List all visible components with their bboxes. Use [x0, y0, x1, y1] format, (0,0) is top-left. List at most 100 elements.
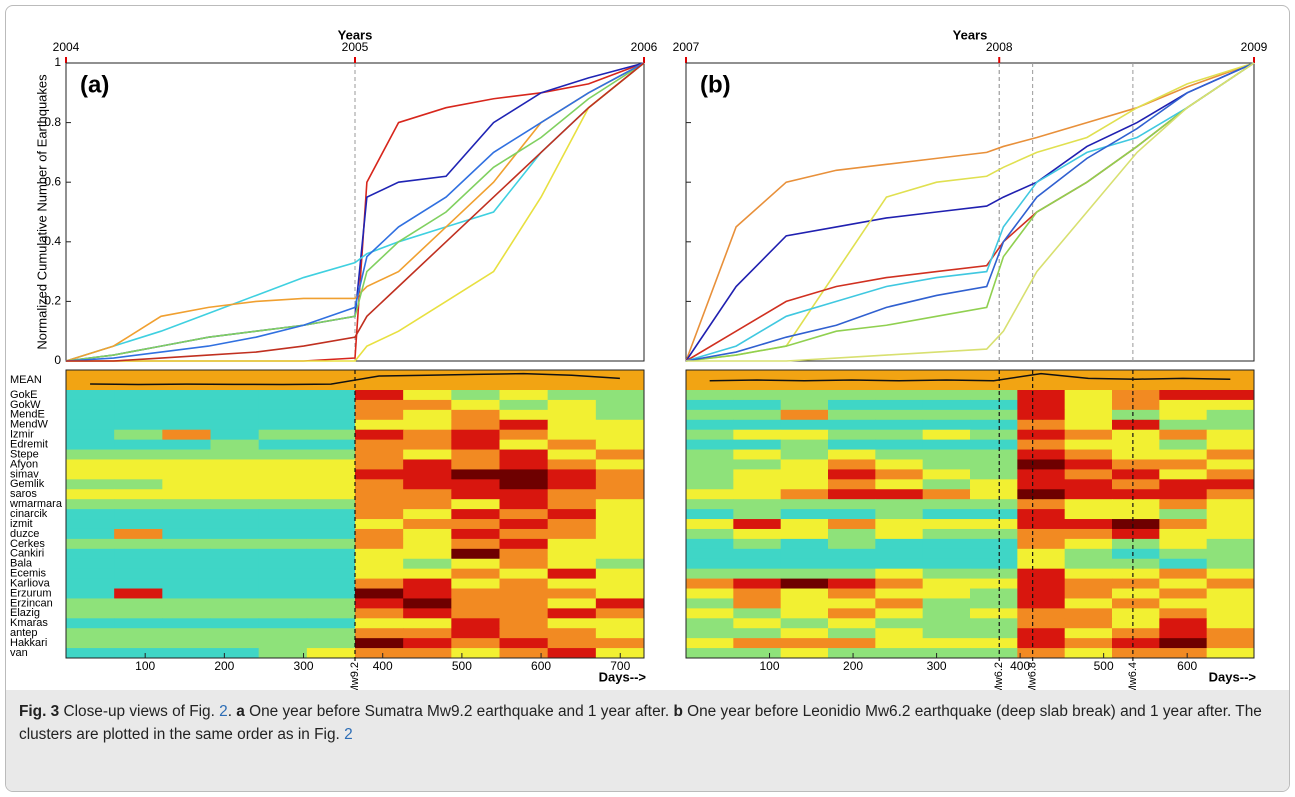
heatmap-cell — [162, 429, 211, 441]
heatmap-cell — [828, 439, 876, 451]
heatmap-cell — [210, 499, 260, 510]
heatmap-cell — [499, 578, 549, 590]
heatmap-cell — [970, 638, 1018, 649]
heatmap-cell — [1064, 499, 1113, 510]
heatmap-cell — [1064, 648, 1113, 659]
heatmap-cell — [1112, 459, 1160, 470]
heatmap-cell — [686, 409, 734, 421]
heatmap-cell — [258, 568, 308, 580]
heatmap-cell — [922, 390, 971, 401]
heatmap-cell — [780, 479, 829, 490]
heatmap-cell — [780, 390, 829, 401]
heatmap-cell — [162, 578, 211, 590]
heatmap-cell — [922, 509, 971, 520]
heatmap-cell — [451, 598, 500, 609]
heatmap-cell — [162, 419, 211, 431]
row-label: van — [10, 647, 28, 659]
heatmap-cell — [1206, 439, 1255, 451]
heatmap-cell — [970, 429, 1018, 441]
heatmap-cell — [499, 439, 549, 451]
heatmap-cell — [547, 528, 597, 540]
heatmap-cell — [1017, 509, 1066, 520]
heatmap-cell — [210, 598, 260, 609]
heatmap-cell — [162, 538, 211, 550]
heatmap-cell — [970, 558, 1018, 570]
heatmap-cell — [1112, 399, 1160, 411]
heatmap-cell — [258, 390, 308, 401]
heatmap-cell — [306, 479, 356, 490]
heatmap-cell — [1064, 459, 1113, 470]
heatmap-cell — [922, 419, 971, 431]
heatmap-cell — [258, 628, 308, 639]
heatmap-cell — [1017, 568, 1066, 580]
row-label: MendE — [10, 409, 45, 421]
heatmap-cell — [970, 399, 1018, 411]
heatmap-cell — [733, 429, 782, 441]
figure-link[interactable]: 2 — [344, 726, 353, 743]
heatmap-cell — [780, 439, 829, 451]
heatmap-cell — [210, 519, 260, 530]
heatmap-cell — [162, 459, 211, 470]
heatmap-cell — [595, 598, 645, 609]
heatmap-cell — [547, 479, 597, 490]
x-tick-label: 700 — [610, 659, 630, 673]
heatmap-cell — [828, 419, 876, 431]
heatmap-cell — [595, 409, 645, 421]
heatmap-cell — [733, 568, 782, 580]
heatmap-cell — [547, 509, 597, 520]
heatmap-cell — [499, 568, 549, 580]
heatmap-cell — [1017, 399, 1066, 411]
heatmap-cell — [499, 399, 549, 411]
heatmap-cell — [258, 588, 308, 599]
heatmap-cell — [210, 588, 260, 599]
heatmap-cell — [66, 409, 115, 421]
heatmap-cell — [780, 509, 829, 520]
heatmap-cell — [66, 528, 115, 540]
heatmap-cell — [922, 489, 971, 500]
heatmap-cell — [403, 548, 452, 560]
heatmap-cell — [595, 568, 645, 580]
heatmap-cell — [499, 489, 549, 500]
x-tick-label: 500 — [1094, 659, 1114, 673]
heatmap-cell — [547, 558, 597, 570]
heatmap-cell — [1017, 628, 1066, 639]
heatmap-cell — [403, 489, 452, 500]
heatmap-cell — [210, 618, 260, 629]
heatmap-cell — [828, 429, 876, 441]
heatmap-cell — [1017, 449, 1066, 460]
heatmap-cell — [499, 638, 549, 649]
heatmap-cell — [1206, 449, 1255, 460]
heatmap-cell — [66, 558, 115, 570]
heatmap-cell — [210, 469, 260, 480]
heatmap-cell — [733, 598, 782, 609]
heatmap-cell — [451, 489, 500, 500]
heatmap-cell — [1112, 499, 1160, 510]
heatmap-cell — [114, 449, 163, 460]
heatmap-cell — [733, 439, 782, 451]
heatmap-cell — [114, 419, 163, 431]
heatmap-cell — [306, 628, 356, 639]
figure-link[interactable]: 2 — [219, 703, 228, 720]
heatmap-cell — [258, 419, 308, 431]
heatmap-cell — [451, 608, 500, 619]
heatmap-cell — [499, 409, 549, 421]
heatmap-cell — [1159, 608, 1208, 619]
heatmap-cell — [970, 439, 1018, 451]
heatmap-cell — [780, 558, 829, 570]
heatmap-cell — [595, 419, 645, 431]
heatmap-cell — [733, 419, 782, 431]
heatmap-cell — [1159, 469, 1208, 480]
heatmap-cell — [162, 588, 211, 599]
heatmap-cell — [547, 568, 597, 580]
heatmap-cell — [162, 598, 211, 609]
heatmap-cell — [1159, 578, 1208, 590]
cumulative-curve — [66, 62, 645, 362]
heatmap-cell — [1206, 538, 1255, 550]
row-label: Bala — [10, 558, 33, 570]
heatmap-cell — [306, 499, 356, 510]
heatmap-cell — [403, 638, 452, 649]
heatmap-cell — [686, 588, 734, 599]
row-label: cinarcik — [10, 508, 48, 520]
heatmap-cell — [162, 638, 211, 649]
heatmap-cell — [733, 638, 782, 649]
